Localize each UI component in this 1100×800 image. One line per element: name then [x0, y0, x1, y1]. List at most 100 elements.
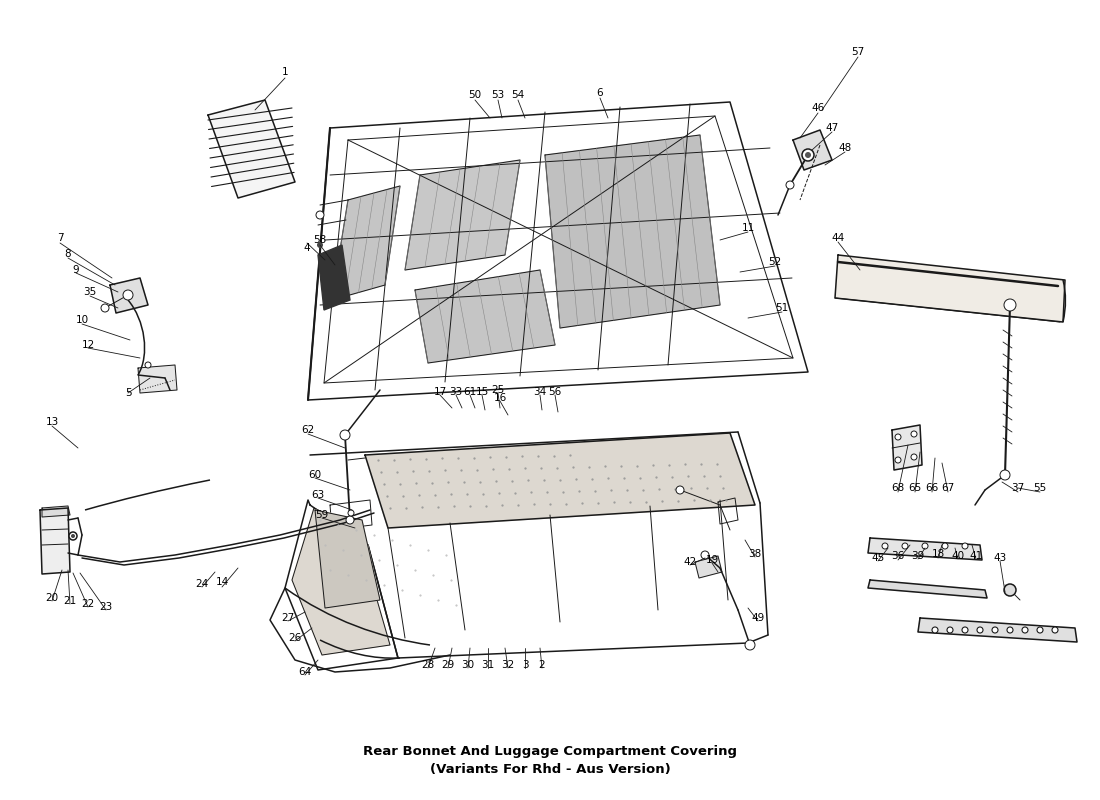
Polygon shape	[405, 160, 520, 270]
Circle shape	[882, 543, 888, 549]
Text: 66: 66	[925, 483, 938, 493]
Circle shape	[346, 516, 354, 524]
Polygon shape	[793, 130, 832, 170]
Text: 8: 8	[65, 249, 72, 259]
Text: 50: 50	[469, 90, 482, 100]
Circle shape	[1037, 627, 1043, 633]
Text: 16: 16	[494, 393, 507, 403]
Text: 63: 63	[311, 490, 324, 500]
Circle shape	[895, 434, 901, 440]
Polygon shape	[110, 278, 148, 313]
Text: 35: 35	[84, 287, 97, 297]
Circle shape	[317, 242, 323, 248]
Circle shape	[802, 149, 814, 161]
Text: 1: 1	[282, 67, 288, 77]
Circle shape	[911, 454, 917, 460]
Polygon shape	[292, 508, 390, 655]
Circle shape	[123, 290, 133, 300]
Polygon shape	[318, 245, 350, 310]
Polygon shape	[365, 433, 755, 528]
Text: 24: 24	[196, 579, 209, 589]
Text: 51: 51	[776, 303, 789, 313]
Text: 10: 10	[76, 315, 89, 325]
Polygon shape	[315, 510, 379, 608]
Text: 20: 20	[45, 593, 58, 603]
Text: 67: 67	[942, 483, 955, 493]
Circle shape	[932, 627, 938, 633]
Text: 6: 6	[596, 88, 603, 98]
Circle shape	[1004, 584, 1016, 596]
Circle shape	[977, 627, 983, 633]
Text: 45: 45	[871, 553, 884, 563]
Circle shape	[348, 510, 354, 516]
Text: Rear Bonnet And Luggage Compartment Covering: Rear Bonnet And Luggage Compartment Cove…	[363, 746, 737, 758]
Circle shape	[947, 627, 953, 633]
Text: 49: 49	[751, 613, 764, 623]
Polygon shape	[868, 538, 982, 560]
Polygon shape	[892, 425, 922, 470]
Circle shape	[69, 532, 77, 540]
Text: 18: 18	[932, 549, 945, 559]
Circle shape	[1006, 627, 1013, 633]
Text: 23: 23	[99, 602, 112, 612]
Circle shape	[922, 543, 928, 549]
Circle shape	[316, 211, 324, 219]
Text: 44: 44	[832, 233, 845, 243]
Circle shape	[805, 152, 811, 158]
Text: 19: 19	[705, 555, 718, 565]
Text: 42: 42	[683, 557, 696, 567]
Polygon shape	[208, 100, 295, 198]
Circle shape	[962, 627, 968, 633]
Polygon shape	[918, 618, 1077, 642]
Text: 32: 32	[502, 660, 515, 670]
Text: 40: 40	[952, 551, 965, 561]
Text: 62: 62	[301, 425, 315, 435]
Polygon shape	[42, 506, 70, 517]
Text: 65: 65	[909, 483, 922, 493]
Text: 60: 60	[308, 470, 321, 480]
Polygon shape	[544, 135, 720, 328]
Text: 48: 48	[838, 143, 851, 153]
Text: 31: 31	[482, 660, 495, 670]
Text: 38: 38	[748, 549, 761, 559]
Text: 43: 43	[993, 553, 1007, 563]
Text: 46: 46	[812, 103, 825, 113]
Text: 5: 5	[124, 388, 131, 398]
Text: 27: 27	[282, 613, 295, 623]
Text: 9: 9	[73, 265, 79, 275]
Text: 4: 4	[304, 243, 310, 253]
Circle shape	[1004, 299, 1016, 311]
Text: 52: 52	[769, 257, 782, 267]
Text: 54: 54	[512, 90, 525, 100]
Text: 55: 55	[1033, 483, 1046, 493]
Text: 37: 37	[1011, 483, 1024, 493]
Circle shape	[911, 431, 917, 437]
Circle shape	[101, 304, 109, 312]
Text: 39: 39	[912, 551, 925, 561]
Text: 11: 11	[741, 223, 755, 233]
Text: 53: 53	[492, 90, 505, 100]
Text: 13: 13	[45, 417, 58, 427]
Circle shape	[1022, 627, 1028, 633]
Text: 21: 21	[64, 596, 77, 606]
Text: 34: 34	[534, 387, 547, 397]
Polygon shape	[868, 580, 987, 598]
Text: 33: 33	[450, 387, 463, 397]
Text: 56: 56	[549, 387, 562, 397]
Circle shape	[786, 181, 794, 189]
Polygon shape	[835, 255, 1065, 322]
Text: 12: 12	[81, 340, 95, 350]
Text: 22: 22	[81, 599, 95, 609]
Text: 2: 2	[539, 660, 546, 670]
Text: 14: 14	[216, 577, 229, 587]
Text: 64: 64	[298, 667, 311, 677]
Circle shape	[676, 486, 684, 494]
Circle shape	[145, 362, 151, 368]
Text: 25: 25	[492, 385, 505, 395]
Text: 61: 61	[463, 387, 476, 397]
Text: (Variants For Rhd - Aus Version): (Variants For Rhd - Aus Version)	[430, 763, 670, 777]
Text: 47: 47	[825, 123, 838, 133]
Circle shape	[1000, 470, 1010, 480]
Circle shape	[902, 543, 908, 549]
Text: 41: 41	[969, 551, 982, 561]
